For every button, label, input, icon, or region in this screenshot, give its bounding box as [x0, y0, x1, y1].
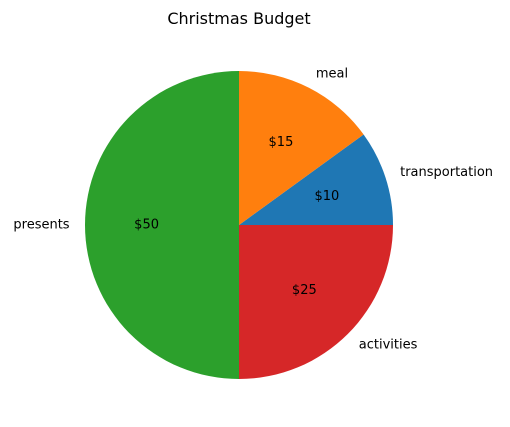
slice-value-activities: $25: [292, 283, 317, 298]
pie-slice-meal: [239, 71, 364, 225]
slice-label-transportation: transportation: [400, 165, 493, 180]
slice-label-presents: presents: [13, 218, 69, 233]
slice-value-meal: $15: [269, 135, 294, 150]
chart-title: Christmas Budget: [167, 9, 310, 28]
pie-slices: [85, 71, 393, 379]
slice-value-transportation: $10: [314, 189, 339, 204]
pie-slice-presents: [85, 71, 239, 379]
slice-label-meal: meal: [316, 67, 348, 82]
pie-slice-activities: [239, 225, 393, 379]
slice-label-activities: activities: [359, 337, 418, 352]
pie-slice-transportation: [239, 134, 393, 225]
slice-value-presents: $50: [134, 218, 159, 233]
pie-labels: transportation $10 meal $15 presents $50 activ…: [13, 67, 493, 353]
